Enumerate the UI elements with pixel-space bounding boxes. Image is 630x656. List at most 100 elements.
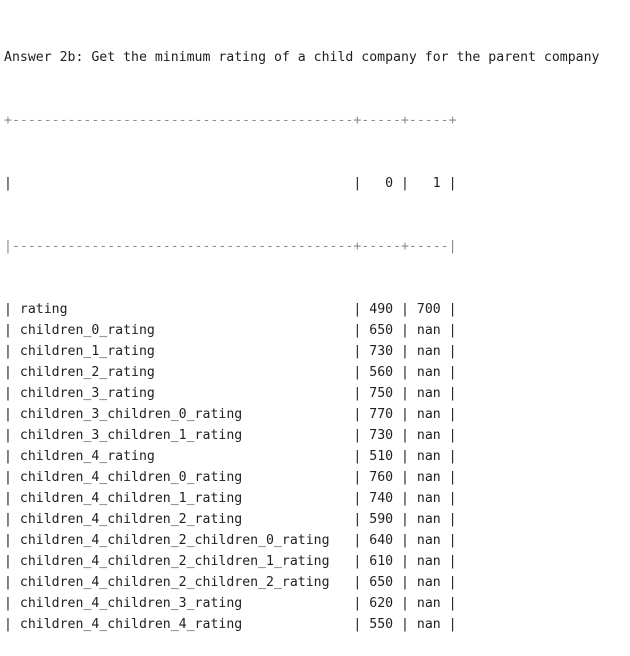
cell-col-0: 560 xyxy=(369,365,394,380)
cell-separator: | xyxy=(353,491,370,506)
row-label: children_4_rating xyxy=(19,449,354,464)
cell-separator: | xyxy=(440,449,457,464)
cell-separator: | xyxy=(440,554,457,569)
cell-col-1: nan xyxy=(416,323,441,338)
table-row: | children_3_children_1_rating | 730 | n… xyxy=(4,425,626,446)
cell-separator: | xyxy=(440,323,457,338)
cell-col-1: nan xyxy=(416,470,441,485)
table-row: | children_0_rating | 650 | nan | xyxy=(4,320,626,341)
row-label: children_4_children_2_children_1_rating xyxy=(19,554,354,569)
cell-col-0: 730 xyxy=(369,344,394,359)
table-row: | children_4_rating | 510 | nan | xyxy=(4,446,626,467)
cell-separator: | xyxy=(4,323,20,338)
cell-separator: | xyxy=(353,323,370,338)
cell-separator: | xyxy=(440,575,457,590)
table-row: | children_4_children_2_children_0_ratin… xyxy=(4,530,626,551)
cell-col-1: nan xyxy=(416,512,441,527)
console-output: Answer 2b: Get the minimum rating of a c… xyxy=(4,5,626,656)
cell-separator: | xyxy=(440,365,457,380)
cell-separator: | xyxy=(393,533,417,548)
cell-separator: | xyxy=(440,512,457,527)
table-row: | children_3_children_0_rating | 770 | n… xyxy=(4,404,626,425)
table-row: | children_3_rating | 750 | nan | xyxy=(4,383,626,404)
cell-separator: | xyxy=(393,428,417,443)
row-label: children_4_children_4_rating xyxy=(19,617,354,632)
cell-separator: | xyxy=(353,302,370,317)
row-label: children_4_children_2_children_0_rating xyxy=(19,533,354,548)
cell-separator: | xyxy=(353,575,370,590)
answer-header: Answer 2b: Get the minimum rating of a c… xyxy=(4,50,600,65)
cell-separator: | xyxy=(353,617,370,632)
cell-separator: | xyxy=(393,302,417,317)
table-body: | rating | 490 | 700 | | children_0_ratin… xyxy=(4,299,626,635)
cell-separator: | xyxy=(353,407,370,422)
row-label: children_0_rating xyxy=(19,323,354,338)
cell-separator: | xyxy=(4,407,20,422)
cell-col-1: nan xyxy=(416,617,441,632)
cell-col-0: 620 xyxy=(369,596,394,611)
table-header-row: | | 0 | 1 | xyxy=(4,176,457,191)
cell-separator: | xyxy=(393,596,417,611)
cell-separator: | xyxy=(353,512,370,527)
cell-separator: | xyxy=(393,512,417,527)
cell-col-0: 610 xyxy=(369,554,394,569)
cell-separator: | xyxy=(393,470,417,485)
cell-col-1: nan xyxy=(416,428,441,443)
cell-separator: | xyxy=(440,491,457,506)
table-row: | children_4_children_0_rating | 760 | n… xyxy=(4,467,626,488)
cell-separator: | xyxy=(4,554,20,569)
cell-separator: | xyxy=(4,596,20,611)
cell-col-0: 650 xyxy=(369,575,394,590)
cell-separator: | xyxy=(4,365,20,380)
cell-separator: | xyxy=(393,617,417,632)
cell-separator: | xyxy=(393,323,417,338)
cell-separator: | xyxy=(440,344,457,359)
cell-separator: | xyxy=(4,512,20,527)
cell-separator: | xyxy=(4,617,20,632)
table-row: | children_4_children_2_children_2_ratin… xyxy=(4,572,626,593)
cell-col-1: nan xyxy=(416,386,441,401)
cell-separator: | xyxy=(393,449,417,464)
cell-col-1: nan xyxy=(416,596,441,611)
cell-separator: | xyxy=(4,449,20,464)
row-label: children_4_children_1_rating xyxy=(19,491,354,506)
row-label: children_4_children_0_rating xyxy=(19,470,354,485)
table-row: | children_4_children_2_rating | 590 | n… xyxy=(4,509,626,530)
cell-separator: | xyxy=(440,533,457,548)
row-label: children_1_rating xyxy=(19,344,354,359)
cell-separator: | xyxy=(393,344,417,359)
cell-col-0: 490 xyxy=(369,302,394,317)
cell-separator: | xyxy=(393,407,417,422)
cell-col-1: nan xyxy=(416,491,441,506)
table-top-border: +---------------------------------------… xyxy=(4,113,457,128)
cell-col-0: 740 xyxy=(369,491,394,506)
cell-col-0: 750 xyxy=(369,386,394,401)
cell-separator: | xyxy=(393,575,417,590)
cell-separator: | xyxy=(4,470,20,485)
cell-separator: | xyxy=(353,470,370,485)
row-label: rating xyxy=(19,302,354,317)
table-header-separator: |---------------------------------------… xyxy=(4,239,457,254)
cell-col-1: nan xyxy=(416,533,441,548)
table-row: | children_4_children_2_children_1_ratin… xyxy=(4,551,626,572)
table-row: | children_2_rating | 560 | nan | xyxy=(4,362,626,383)
cell-separator: | xyxy=(4,428,20,443)
cell-separator: | xyxy=(353,428,370,443)
cell-col-0: 770 xyxy=(369,407,394,422)
cell-separator: | xyxy=(353,365,370,380)
cell-separator: | xyxy=(353,386,370,401)
table-row: | children_4_children_3_rating | 620 | n… xyxy=(4,593,626,614)
cell-separator: | xyxy=(4,344,20,359)
cell-separator: | xyxy=(393,386,417,401)
row-label: children_2_rating xyxy=(19,365,354,380)
cell-col-1: nan xyxy=(416,344,441,359)
cell-col-1: nan xyxy=(416,554,441,569)
row-label: children_4_children_2_rating xyxy=(19,512,354,527)
cell-separator: | xyxy=(353,449,370,464)
cell-col-0: 510 xyxy=(369,449,394,464)
cell-col-0: 590 xyxy=(369,512,394,527)
cell-separator: | xyxy=(4,533,20,548)
table-row: | children_1_rating | 730 | nan | xyxy=(4,341,626,362)
cell-separator: | xyxy=(440,407,457,422)
cell-col-1: 700 xyxy=(416,302,441,317)
